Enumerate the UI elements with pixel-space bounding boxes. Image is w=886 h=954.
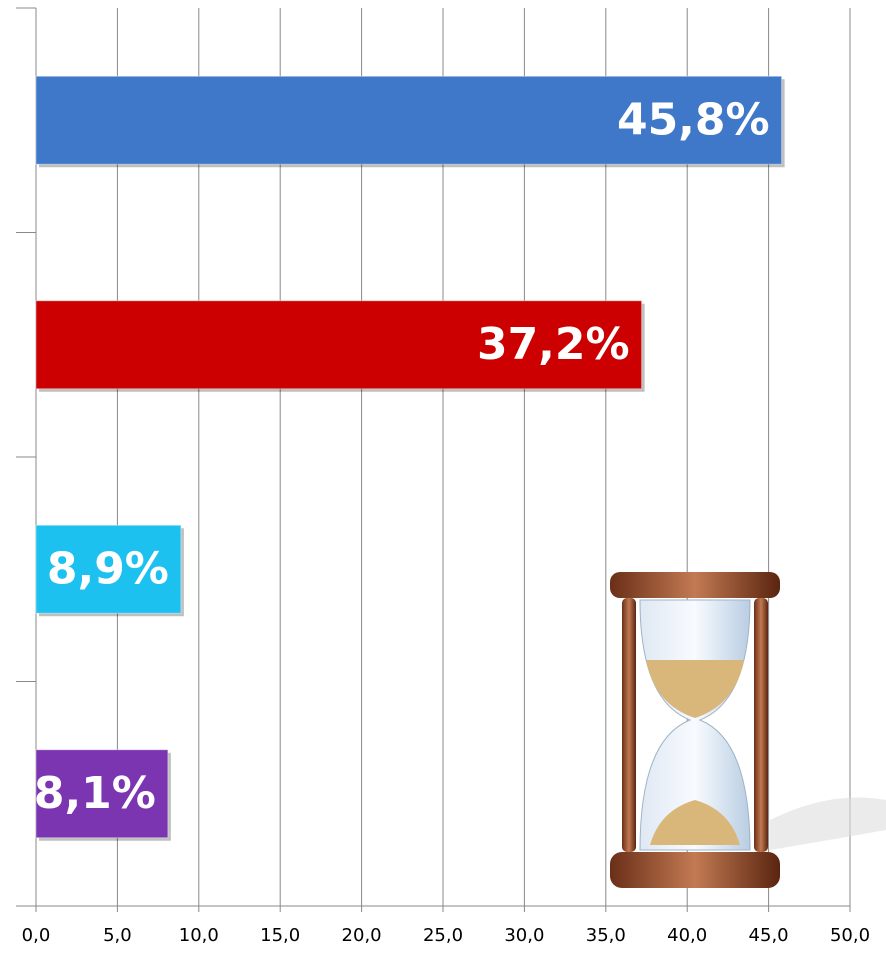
chart: 0,0 5,0 10,0 15,0 20,0 25,0 30,0 35,0 40,0 45,0 50… bbox=[0, 0, 886, 954]
x-tick-label: 10,0 bbox=[179, 925, 219, 946]
value-label: 8,9% bbox=[47, 543, 169, 594]
value-label: 45,8% bbox=[617, 94, 770, 145]
x-tick-label: 35,0 bbox=[586, 925, 626, 946]
x-tick-label: 20,0 bbox=[342, 925, 382, 946]
x-tick-label: 40,0 bbox=[667, 925, 707, 946]
value-label: 8,1% bbox=[34, 768, 156, 819]
x-tick-label: 25,0 bbox=[423, 925, 463, 946]
x-tick-label: 45,0 bbox=[749, 925, 789, 946]
value-label: 37,2% bbox=[477, 319, 630, 370]
x-tick-label: 50,0 bbox=[830, 925, 870, 946]
x-tick-label: 30,0 bbox=[504, 925, 544, 946]
hourglass-icon bbox=[610, 572, 886, 888]
x-tick-label: 5,0 bbox=[103, 925, 132, 946]
x-tick-label: 15,0 bbox=[260, 925, 300, 946]
x-tick-label: 0,0 bbox=[22, 925, 51, 946]
